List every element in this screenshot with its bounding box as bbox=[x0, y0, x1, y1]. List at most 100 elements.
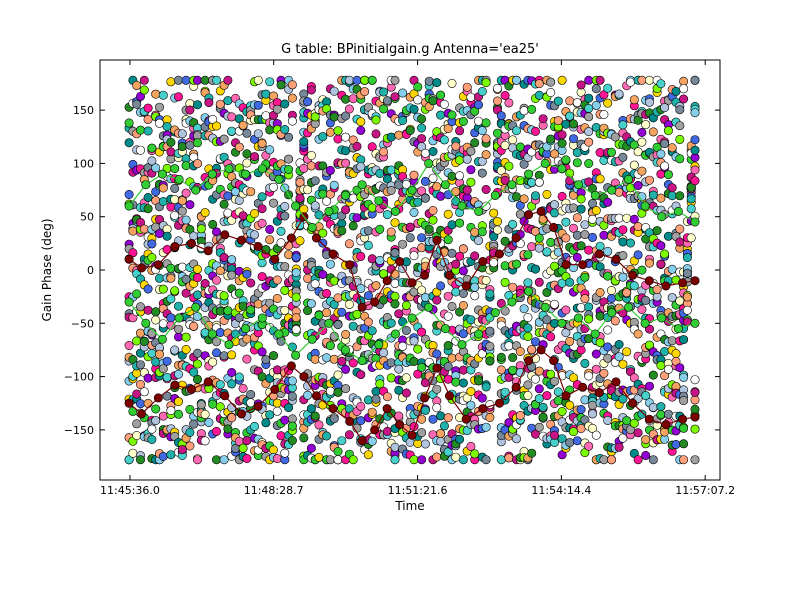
data-point bbox=[515, 410, 525, 420]
data-point bbox=[656, 360, 666, 370]
data-point bbox=[390, 92, 400, 102]
data-point bbox=[591, 84, 601, 94]
series-point bbox=[594, 249, 604, 259]
data-point bbox=[565, 111, 575, 121]
data-point bbox=[644, 340, 654, 350]
series-point bbox=[420, 270, 430, 280]
data-point bbox=[530, 374, 540, 384]
y-tick-label: −150 bbox=[64, 424, 94, 437]
data-point bbox=[584, 137, 594, 147]
series-point bbox=[328, 404, 338, 414]
series-point bbox=[299, 372, 309, 382]
data-point bbox=[223, 75, 233, 85]
data-point bbox=[333, 293, 343, 303]
data-point bbox=[386, 318, 396, 328]
series-point bbox=[407, 313, 417, 323]
series-point bbox=[673, 324, 683, 334]
series-point bbox=[124, 297, 134, 307]
series-point bbox=[357, 302, 367, 312]
data-point bbox=[227, 413, 237, 423]
data-point bbox=[306, 404, 316, 414]
data-point bbox=[587, 409, 597, 419]
data-point bbox=[341, 146, 351, 156]
data-point bbox=[132, 419, 142, 429]
data-point bbox=[291, 268, 301, 278]
data-point bbox=[147, 143, 157, 153]
data-point bbox=[360, 75, 370, 85]
data-point bbox=[432, 403, 442, 413]
data-point bbox=[504, 98, 514, 108]
series-point bbox=[540, 158, 550, 168]
data-point bbox=[394, 130, 404, 140]
data-point bbox=[508, 365, 518, 375]
data-point bbox=[276, 238, 286, 248]
data-point bbox=[591, 349, 601, 359]
data-point bbox=[287, 116, 297, 126]
data-point bbox=[136, 125, 146, 135]
data-point bbox=[644, 258, 654, 268]
y-axis-label: Gain Phase (deg) bbox=[40, 218, 54, 321]
data-point bbox=[268, 198, 278, 208]
data-point bbox=[136, 328, 146, 338]
data-point bbox=[576, 404, 586, 414]
series-point bbox=[549, 222, 559, 232]
data-point bbox=[174, 301, 184, 311]
data-point bbox=[500, 91, 510, 101]
data-point bbox=[595, 174, 605, 184]
data-point bbox=[511, 434, 521, 444]
data-point bbox=[584, 93, 594, 103]
data-point bbox=[139, 336, 149, 346]
data-point bbox=[162, 356, 172, 366]
data-point bbox=[147, 239, 157, 249]
data-point bbox=[291, 292, 301, 302]
data-point bbox=[310, 411, 320, 421]
series-point bbox=[507, 180, 517, 190]
data-point bbox=[549, 376, 559, 386]
series-point bbox=[424, 302, 434, 312]
data-point bbox=[436, 90, 446, 100]
data-point bbox=[401, 300, 411, 310]
data-point bbox=[405, 222, 415, 232]
x-axis-label: Time bbox=[394, 499, 424, 513]
data-point bbox=[401, 388, 411, 398]
series-point bbox=[170, 380, 180, 390]
data-point bbox=[641, 435, 651, 445]
data-point bbox=[139, 387, 149, 397]
data-point bbox=[690, 145, 700, 155]
series-point bbox=[678, 278, 688, 288]
series-point bbox=[678, 414, 688, 424]
data-point bbox=[333, 126, 343, 136]
data-point bbox=[508, 135, 518, 145]
data-point bbox=[223, 96, 233, 106]
series-point bbox=[257, 164, 267, 174]
data-point bbox=[466, 400, 476, 410]
data-point bbox=[458, 300, 468, 310]
data-point bbox=[595, 75, 605, 85]
data-point bbox=[641, 295, 651, 305]
data-point bbox=[436, 411, 446, 421]
data-point bbox=[458, 288, 468, 298]
data-point bbox=[451, 452, 461, 462]
data-point bbox=[151, 163, 161, 173]
data-point bbox=[242, 128, 252, 138]
data-point bbox=[595, 338, 605, 348]
data-point bbox=[177, 445, 187, 455]
series-point bbox=[628, 398, 638, 408]
data-point bbox=[436, 281, 446, 291]
data-point bbox=[189, 367, 199, 377]
data-point bbox=[591, 364, 601, 374]
data-point bbox=[553, 96, 563, 106]
data-point bbox=[534, 366, 544, 376]
data-point bbox=[656, 259, 666, 269]
data-point bbox=[633, 428, 643, 438]
series-point bbox=[561, 391, 571, 401]
data-point bbox=[193, 264, 203, 274]
data-point bbox=[473, 376, 483, 386]
data-point bbox=[679, 372, 689, 382]
data-point bbox=[496, 298, 506, 308]
data-point bbox=[546, 237, 556, 247]
data-point bbox=[409, 170, 419, 180]
data-point bbox=[371, 129, 381, 139]
x-tick-label: 11:45:36.0 bbox=[100, 484, 160, 497]
data-point bbox=[200, 409, 210, 419]
